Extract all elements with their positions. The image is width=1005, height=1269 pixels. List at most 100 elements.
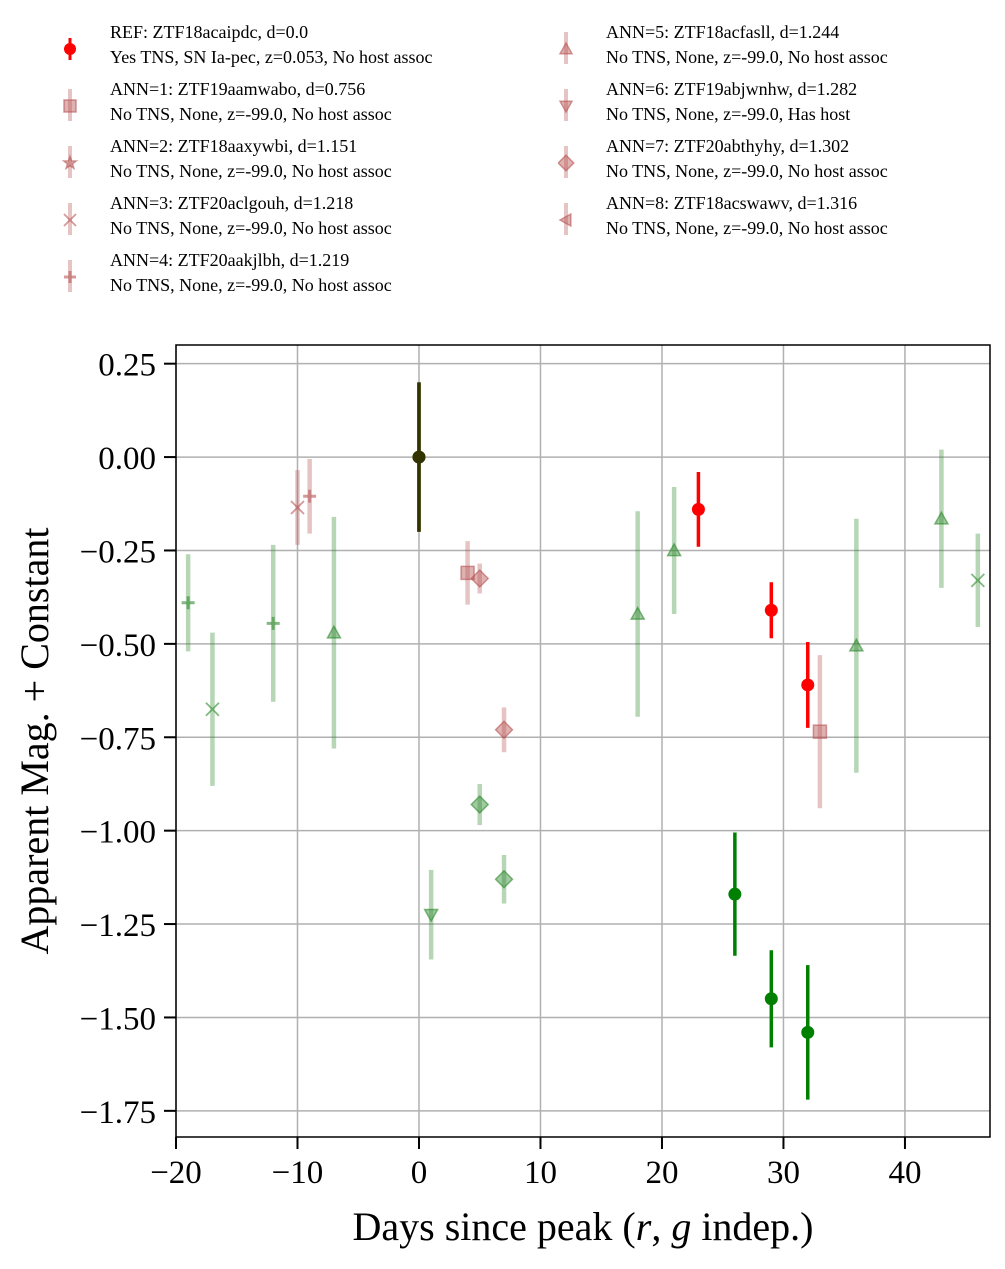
data-point — [494, 869, 514, 889]
legend-marker-triangle-down-icon — [558, 89, 574, 121]
y-tick-label: 0.00 — [98, 441, 156, 477]
x-tick-label: 20 — [645, 1155, 678, 1191]
data-point — [470, 794, 490, 815]
data-point — [728, 887, 742, 901]
x-tick-label: 10 — [524, 1155, 557, 1191]
data-point — [764, 992, 778, 1006]
legend-text: REF: ZTF18acaipdc, d=0.0 Yes TNS, SN Ia-p… — [110, 20, 432, 70]
legend-line1: ANN=5: ZTF18acfasll, d=1.244 — [606, 22, 840, 42]
data-point — [470, 568, 490, 589]
data-point — [460, 565, 475, 581]
data-point — [303, 489, 317, 503]
legend-marker-triangle-up-icon — [558, 32, 574, 64]
ticks: −20 −10 0 10 20 30 40 0.25 0.00 −0.25 −0.50 −0.75 −1… — [80, 348, 922, 1191]
data-point — [629, 605, 646, 620]
x-tick-label: −20 — [150, 1155, 202, 1191]
legend-line1: ANN=8: ZTF18acswawv, d=1.316 — [606, 193, 858, 213]
legend-line1: ANN=3: ZTF20aclgouh, d=1.218 — [110, 193, 354, 213]
legend-marker-diamond-icon — [558, 146, 575, 178]
legend-text: ANN=7: ZTF20abthyhy, d=1.302 No TNS, None… — [606, 134, 888, 184]
legend-line1: ANN=4: ZTF20aakjlbh, d=1.219 — [110, 250, 350, 270]
y-tick-label: −1.50 — [80, 1001, 156, 1037]
legend-line2: Yes TNS, SN Ia-pec, z=0.053, No host ass… — [110, 47, 433, 67]
grid — [175, 345, 990, 1137]
x-tick-label: 40 — [888, 1155, 921, 1191]
legend-marker-triangle-left-icon — [558, 203, 572, 235]
legend-line2: No TNS, None, z=-99.0, No host assoc — [110, 275, 392, 295]
legend-symbol — [63, 99, 77, 113]
x-tick-label: 0 — [411, 1155, 428, 1191]
legend-line2: No TNS, None, z=-99.0, No host assoc — [110, 161, 392, 181]
data-point — [764, 603, 778, 617]
series-ref-r — [412, 382, 815, 728]
legend-symbol — [64, 43, 76, 55]
y-tick-label: 0.25 — [98, 348, 156, 384]
series-ann4-r — [303, 458, 317, 534]
legend-line2: No TNS, None, z=-99.0, No host assoc — [110, 104, 392, 124]
data-point — [933, 510, 950, 525]
legend-symbol — [558, 212, 572, 228]
series-ann1-r — [460, 541, 828, 809]
legend-text: ANN=3: ZTF20aclgouh, d=1.218 No TNS, None… — [110, 191, 392, 241]
legend-marker-star-icon — [62, 146, 79, 178]
legend-line1: REF: ZTF18acaipdc, d=0.0 — [110, 22, 309, 42]
data-layer — [181, 382, 985, 1100]
data-point — [290, 500, 305, 515]
data-point — [412, 450, 426, 464]
y-tick-label: −0.50 — [80, 628, 156, 664]
series-ref-g — [412, 382, 815, 1100]
legend-marker-circle-icon — [64, 38, 76, 60]
data-point — [801, 1025, 815, 1039]
data-point — [423, 908, 439, 923]
legend-line1: ANN=7: ZTF20abthyhy, d=1.302 — [606, 136, 850, 156]
y-tick-label: −0.75 — [80, 721, 156, 757]
series-ann6-g — [423, 869, 439, 960]
legend-line1: ANN=6: ZTF19abjwnhw, d=1.282 — [606, 79, 858, 99]
y-axis-label: Apparent Mag. + Constant — [12, 528, 57, 955]
data-point — [494, 720, 514, 740]
series-ann7-r — [470, 563, 514, 753]
legend-symbol — [62, 154, 79, 171]
legend-line1: ANN=2: ZTF18aaxywbi, d=1.151 — [110, 136, 358, 156]
x-axis-label: Days since peak (r, g indep.) — [353, 1204, 814, 1249]
data-point — [266, 616, 280, 630]
y-tick-label: −1.25 — [80, 908, 156, 944]
legend-line2: No TNS, None, z=-99.0, Has host — [606, 104, 851, 124]
legend-symbol — [558, 100, 574, 114]
legend-line1: ANN=1: ZTF19aamwabo, d=0.756 — [110, 79, 366, 99]
x-tick-label: −10 — [272, 1155, 324, 1191]
legend-line2: No TNS, None, z=-99.0, No host assoc — [606, 161, 888, 181]
data-point — [326, 624, 342, 639]
y-tick-label: −1.00 — [80, 815, 156, 851]
series-ann4-g — [181, 544, 280, 702]
legend-text: ANN=5: ZTF18acfasll, d=1.244 No TNS, None… — [606, 20, 888, 70]
legend-text: ANN=1: ZTF19aamwabo, d=0.756 No TNS, None… — [110, 77, 392, 127]
y-tick-label: −0.25 — [80, 534, 156, 570]
y-tick-label: −1.75 — [80, 1095, 156, 1131]
data-point — [812, 724, 828, 739]
data-point — [205, 702, 220, 717]
legend-symbol — [558, 41, 574, 55]
data-point — [691, 502, 705, 516]
legend-text: ANN=4: ZTF20aakjlbh, d=1.219 No TNS, None… — [110, 248, 392, 298]
data-point — [970, 573, 985, 588]
legend-line2: No TNS, None, z=-99.0, No host assoc — [110, 218, 392, 238]
legend-symbol — [63, 213, 77, 227]
plot-frame — [175, 344, 991, 1138]
legend-marker-x-icon — [63, 203, 77, 235]
legend-marker-square-icon — [63, 89, 77, 121]
legend-symbol — [64, 271, 76, 283]
legend-marker-plus-icon — [64, 260, 76, 292]
data-point — [801, 678, 815, 692]
series-ann5-g — [326, 449, 950, 773]
series-ann3-r — [290, 470, 305, 545]
legend-line2: No TNS, None, z=-99.0, No host assoc — [606, 218, 888, 238]
legend-text: ANN=8: ZTF18acswawv, d=1.316 No TNS, None… — [606, 191, 888, 241]
legend-line2: No TNS, None, z=-99.0, No host assoc — [606, 47, 888, 67]
data-point — [848, 637, 865, 652]
legend-text: ANN=2: ZTF18aaxywbi, d=1.151 No TNS, None… — [110, 134, 392, 184]
series-ann7-g — [470, 783, 514, 904]
series-ann3-g — [205, 533, 985, 786]
x-tick-label: 30 — [767, 1155, 800, 1191]
